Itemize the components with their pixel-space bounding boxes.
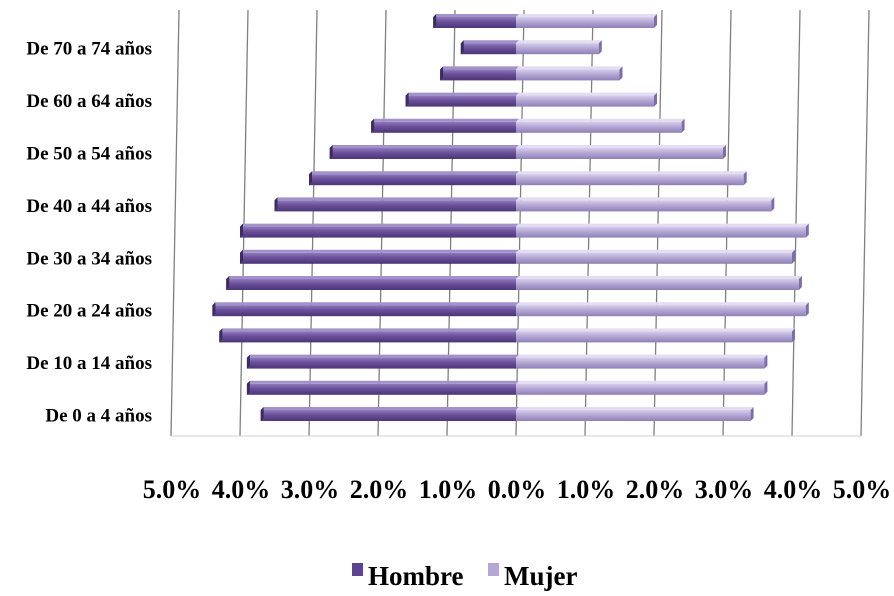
bar-hombre-13 [440, 66, 519, 81]
bar-mujer-12 [516, 92, 657, 107]
bar-mujer-2 [516, 354, 768, 369]
x-tick-label: 2.0% [626, 475, 685, 504]
bar-mujer-8 [516, 197, 775, 212]
bar-mujer-0 [516, 407, 754, 421]
gridline [377, 9, 387, 437]
gridline [791, 9, 801, 437]
bar-hombre-5 [226, 276, 519, 290]
bar-hombre-10 [329, 145, 519, 159]
value-axis-tick-labels: 5.0% 4.0% 3.0% 2.0% 1.0% 0.0% 1.0% 2.0% 3.0% 4.0%… [143, 475, 892, 504]
bar-mujer-15 [516, 14, 657, 28]
legend-swatch-mujer [488, 563, 499, 576]
gridline [308, 9, 318, 437]
bar-hombre-1 [246, 380, 519, 395]
x-tick-label: 2.0% [350, 475, 409, 504]
bar-mujer-14 [516, 40, 602, 55]
x-tick-label: 4.0% [764, 475, 823, 504]
bar-mujer-4 [516, 302, 809, 317]
bar-mujer-7 [516, 223, 809, 238]
legend-label-hombre: Hombre [368, 561, 464, 591]
x-tick-label: 0.0% [488, 475, 547, 504]
bar-hombre-7 [240, 223, 519, 238]
bar-mujer-6 [516, 249, 795, 264]
x-tick-label: 3.0% [281, 475, 340, 504]
bar-mujer-11 [516, 118, 685, 133]
gridline [170, 9, 180, 437]
bar-mujer-9 [516, 171, 747, 186]
legend: Hombre Mujer [352, 561, 577, 591]
bars [212, 14, 809, 421]
category-label: De 60 a 64 años [26, 91, 152, 112]
bar-mujer-10 [516, 145, 726, 159]
bar-hombre-4 [212, 302, 519, 317]
x-tick-label: 1.0% [419, 475, 478, 504]
gridline [653, 9, 663, 437]
bar-hombre-11 [371, 118, 519, 133]
gridline [860, 9, 870, 437]
category-label: De 30 a 34 años [26, 248, 152, 269]
bar-mujer-5 [516, 276, 802, 290]
bar-hombre-6 [240, 249, 519, 264]
x-tick-label: 1.0% [557, 475, 616, 504]
bar-hombre-12 [405, 92, 519, 107]
x-tick-label: 3.0% [695, 475, 754, 504]
bar-mujer-3 [516, 328, 795, 343]
bar-hombre-9 [309, 171, 519, 186]
category-label: De 50 a 54 años [26, 144, 152, 165]
legend-label-mujer: Mujer [504, 561, 577, 591]
gridline [239, 9, 249, 437]
legend-swatch-hombre [352, 563, 363, 576]
bar-hombre-14 [460, 40, 519, 55]
category-label: De 70 a 74 años [26, 39, 152, 60]
gridline [722, 9, 732, 437]
bar-hombre-3 [219, 328, 520, 343]
bar-mujer-13 [516, 66, 623, 81]
category-axis-labels: De 0 a 4 años De 10 a 14 años De 20 a 24 a… [26, 39, 152, 427]
x-tick-label: 5.0% [833, 475, 892, 504]
bar-hombre-0 [260, 407, 519, 421]
category-label: De 10 a 14 años [26, 353, 152, 374]
bar-hombre-8 [274, 197, 519, 212]
category-label: De 20 a 24 años [26, 301, 152, 322]
bar-mujer-1 [516, 380, 768, 395]
category-label: De 0 a 4 años [45, 406, 152, 427]
bar-hombre-2 [246, 354, 519, 369]
bar-hombre-15 [433, 14, 519, 28]
category-label: De 40 a 44 años [26, 196, 152, 217]
x-tick-label: 5.0% [143, 475, 202, 504]
x-tick-label: 4.0% [212, 475, 271, 504]
